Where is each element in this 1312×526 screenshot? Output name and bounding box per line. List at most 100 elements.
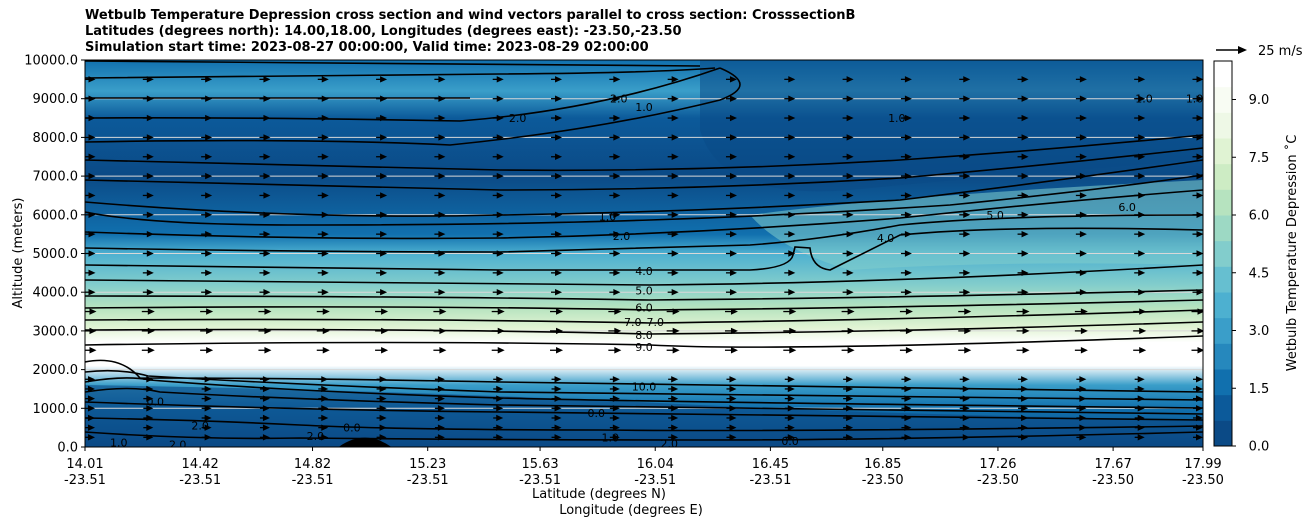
contour-label: 4.0 <box>877 232 895 245</box>
wind-vector <box>725 250 737 257</box>
wind-vector <box>551 289 563 296</box>
wind-vector <box>1017 153 1029 160</box>
wind-vector <box>492 114 504 122</box>
wind-vector <box>724 347 738 354</box>
contour-label: 2.0 <box>307 430 325 443</box>
colorbar-segment <box>1214 292 1232 319</box>
wind-vector <box>142 192 154 199</box>
wind-vector <box>201 192 213 199</box>
wind-vector <box>900 153 912 160</box>
contour-line <box>85 309 1203 324</box>
wind-vector <box>1192 211 1203 218</box>
wind-vector <box>259 211 271 218</box>
wind-vector <box>318 395 329 402</box>
wind-vector <box>493 385 504 393</box>
wind-vector <box>725 114 737 122</box>
wind-vector <box>784 114 796 122</box>
colorbar-segment <box>1214 394 1232 421</box>
colorbar-tick-label: 4.5 <box>1249 266 1270 281</box>
wind-vector <box>1018 405 1029 412</box>
wind-vector <box>900 250 912 257</box>
wind-vector <box>959 250 971 257</box>
wind-vector <box>376 172 388 180</box>
wind-vector <box>376 230 388 238</box>
wind-vector <box>1075 289 1087 296</box>
wind-vector <box>1018 385 1029 393</box>
wind-vector <box>551 250 563 257</box>
wind-vector <box>434 405 445 412</box>
wind-vector <box>551 230 563 238</box>
wind-vector <box>1017 211 1029 218</box>
wind-vector <box>959 172 971 180</box>
wind-vector <box>1075 250 1087 257</box>
wind-vector <box>434 250 446 257</box>
wind-vector <box>842 269 854 277</box>
wind-vector <box>85 385 95 393</box>
wind-vector <box>492 192 504 199</box>
wind-vector <box>259 134 271 141</box>
y-tick-label: 4000.0 <box>33 286 79 301</box>
wind-vector <box>609 269 621 277</box>
x-axis-label-longitude: Longitude (degrees E) <box>559 503 703 518</box>
wind-vector <box>666 308 680 315</box>
wind-vector <box>1075 114 1087 122</box>
wind-vector <box>201 414 212 422</box>
wind-vector <box>493 424 504 431</box>
wind-vector <box>493 376 504 383</box>
wind-vector <box>258 327 272 335</box>
wind-vector <box>434 172 446 180</box>
contour-line <box>85 134 1203 172</box>
colorbar-label: Wetbulb Temperature Depression ˚C <box>1284 135 1300 372</box>
wind-vector <box>900 172 912 180</box>
wind-vector <box>725 211 737 218</box>
wind-vector <box>609 289 621 296</box>
contour-line <box>85 147 1203 191</box>
wind-vector <box>784 250 796 257</box>
wind-vector <box>85 376 95 383</box>
wind-vector <box>1134 405 1145 412</box>
x-tick-label-lon: -23.50 <box>1092 473 1134 488</box>
x-tick-label-lon: -23.50 <box>1182 473 1224 488</box>
wind-vector <box>783 327 797 335</box>
wind-vector <box>959 134 971 141</box>
wind-vector <box>843 395 854 402</box>
wind-vector <box>143 395 154 402</box>
wind-vector <box>609 414 620 422</box>
contour-label: 2.0 <box>610 93 628 106</box>
wind-vector <box>141 308 155 315</box>
wind-vector <box>259 269 271 277</box>
wind-vector <box>491 327 505 335</box>
wind-vector <box>899 347 913 354</box>
wind-vector <box>609 395 620 402</box>
wind-vector <box>434 76 446 83</box>
wind-vector <box>376 134 388 141</box>
wind-vector <box>784 376 795 383</box>
contour-label: 1.0 <box>110 436 128 449</box>
x-tick-label-lat: 15.23 <box>409 457 446 472</box>
x-axis-label-latitude: Latitude (degrees N) <box>532 487 666 502</box>
wind-vector <box>434 289 446 296</box>
wind-vector <box>551 114 563 122</box>
wind-vector <box>1133 347 1147 354</box>
wind-vector <box>317 134 329 141</box>
wind-vector <box>1016 308 1030 315</box>
wind-vector <box>841 347 855 354</box>
wind-vector <box>492 134 504 141</box>
wind-vector <box>492 76 504 83</box>
wind-vector <box>725 289 737 296</box>
colorbar-segment <box>1214 317 1232 344</box>
wind-vector <box>551 405 562 412</box>
colorbar-segment <box>1214 420 1232 447</box>
wind-vector <box>1192 230 1203 238</box>
wind-vector <box>85 414 95 422</box>
wind-vector <box>142 250 154 257</box>
wind-vector <box>201 424 212 431</box>
y-tick-label: 0.0 <box>57 441 78 456</box>
colorbar-tick-label: 6.0 <box>1249 209 1270 224</box>
wind-vector <box>1075 192 1087 199</box>
wind-vector <box>376 250 388 257</box>
wind-vector <box>959 211 971 218</box>
wind-vector <box>843 376 854 383</box>
colorbar-frame <box>1213 60 1233 447</box>
contour-label: 1.0 <box>602 432 620 445</box>
